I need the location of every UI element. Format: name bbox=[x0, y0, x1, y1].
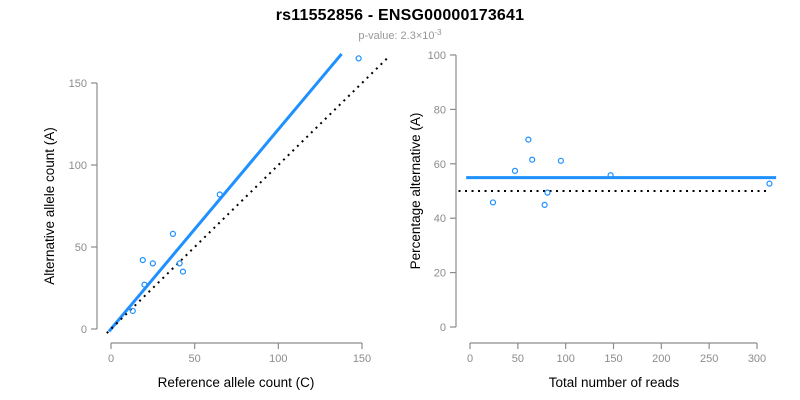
data-point bbox=[511, 167, 519, 174]
subtitle-text: p-value: 2.3×10 bbox=[358, 30, 435, 42]
x-axis-title: Total number of reads bbox=[549, 375, 680, 390]
data-point bbox=[557, 157, 564, 164]
data-point bbox=[489, 199, 497, 206]
y-tick-label: 150 bbox=[69, 78, 87, 90]
fit-line bbox=[107, 53, 343, 333]
x-tick-label: 300 bbox=[748, 353, 766, 365]
data-point bbox=[541, 201, 548, 208]
data-point bbox=[766, 180, 773, 187]
data-point bbox=[149, 260, 156, 267]
data-point bbox=[129, 307, 136, 315]
y-tick-label: 50 bbox=[75, 242, 87, 254]
y-tick-label: 40 bbox=[434, 213, 446, 225]
identity-line bbox=[106, 55, 390, 334]
y-tick-label: 0 bbox=[440, 322, 446, 334]
y-tick-label: 80 bbox=[434, 104, 446, 116]
data-point bbox=[544, 189, 551, 196]
x-tick-label: 50 bbox=[512, 353, 524, 365]
x-tick-label: 150 bbox=[353, 353, 371, 365]
y-axis-title: Alternative allele count (A) bbox=[42, 127, 57, 285]
x-tick-label: 0 bbox=[108, 353, 114, 365]
data-point bbox=[525, 136, 532, 143]
data-point bbox=[139, 257, 146, 264]
x-tick-label: 100 bbox=[556, 353, 574, 365]
data-point bbox=[529, 156, 536, 163]
subtitle-exponent: -3 bbox=[434, 28, 442, 37]
data-point bbox=[355, 55, 362, 62]
x-tick-label: 0 bbox=[467, 353, 473, 365]
y-tick-label: 100 bbox=[69, 160, 87, 172]
figure-title: rs11552856 - ENSG00000173641 bbox=[275, 7, 525, 24]
figure-subtitle: p-value: 2.3×10-3 bbox=[0, 28, 800, 42]
x-tick-label: 150 bbox=[604, 353, 622, 365]
y-axis-title: Percentage alternative (A) bbox=[408, 113, 423, 270]
y-tick-label: 60 bbox=[434, 159, 446, 171]
data-point bbox=[179, 268, 187, 275]
data-point bbox=[176, 260, 183, 267]
y-tick-label: 0 bbox=[81, 324, 87, 336]
data-point bbox=[607, 172, 614, 179]
data-point bbox=[216, 191, 223, 198]
x-tick-label: 100 bbox=[269, 353, 287, 365]
x-tick-label: 200 bbox=[652, 353, 670, 365]
x-axis-title: Reference allele count (C) bbox=[158, 375, 315, 390]
x-tick-label: 50 bbox=[189, 353, 201, 365]
data-point bbox=[169, 230, 177, 237]
y-tick-label: 100 bbox=[428, 50, 446, 62]
data-point bbox=[141, 281, 148, 288]
y-tick-label: 20 bbox=[434, 268, 446, 280]
x-tick-label: 250 bbox=[700, 353, 718, 365]
